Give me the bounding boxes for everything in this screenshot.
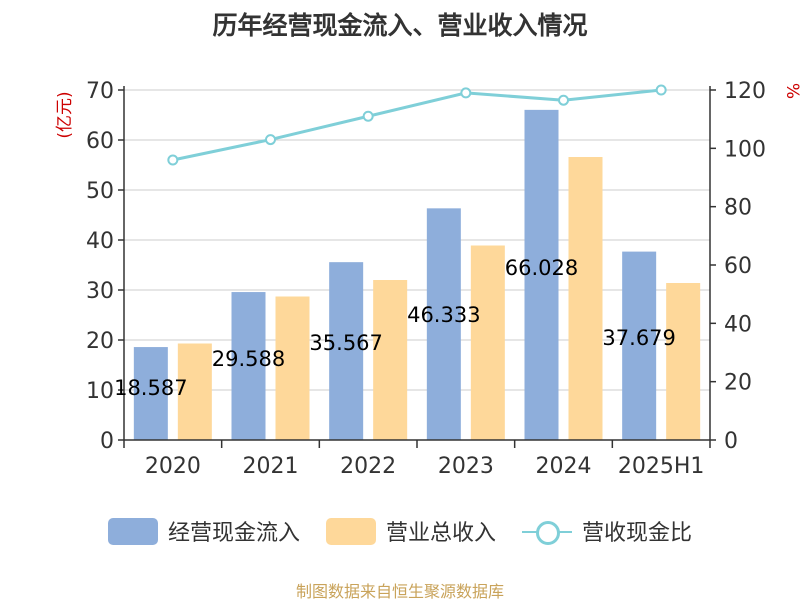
bars <box>133 109 701 441</box>
bar-revenue <box>275 296 310 440</box>
x-tick-label: 2024 <box>536 454 592 479</box>
bar-cash-inflow <box>133 347 168 440</box>
legend-label-ratio: 营收现金比 <box>582 521 693 546</box>
legend-item-cash[interactable]: 经营现金流入 <box>107 515 300 547</box>
y-right-tick-label: 80 <box>724 196 752 221</box>
x-tick-label: 2020 <box>145 454 201 479</box>
legend: 经营现金流入 营业总收入 营收现金比 <box>0 515 800 547</box>
bar-revenue <box>373 280 408 440</box>
ratio-point <box>460 87 472 99</box>
y-right-tick-label: 100 <box>724 137 766 162</box>
legend-swatch-cash <box>107 517 158 545</box>
data-label-cash: 66.028 <box>505 256 578 280</box>
bar-revenue <box>568 157 603 440</box>
y-left-tick-label: 50 <box>86 179 114 204</box>
x-tick-label: 2025H1 <box>618 454 705 479</box>
source-note: 制图数据来自恒生聚源数据库 <box>295 582 504 601</box>
data-label-cash: 18.587 <box>114 376 187 400</box>
axes: 0 10 20 30 40 50 60 70 0 20 40 60 80 100 120 (亿元)% 2020 2… <box>55 79 800 479</box>
x-tick-label: 2021 <box>243 454 299 479</box>
legend-item-ratio[interactable]: 营收现金比 <box>522 515 692 547</box>
x-tick-label: 2022 <box>340 454 396 479</box>
y-right-tick-label: 0 <box>724 429 738 454</box>
y-left-tick-label: 20 <box>86 329 114 354</box>
bar-cash-inflow <box>426 208 461 440</box>
y-right-axis-label: % <box>782 83 800 99</box>
legend-swatch-revenue <box>325 517 376 545</box>
y-left-tick-label: 10 <box>86 379 114 404</box>
y-right-tick-label: 120 <box>724 79 766 104</box>
data-label-cash: 29.588 <box>212 347 285 371</box>
ratio-point <box>167 154 179 166</box>
legend-label-revenue: 营业总收入 <box>385 521 496 546</box>
bar-revenue <box>666 283 701 440</box>
grid-lines <box>124 89 710 391</box>
legend-item-revenue[interactable]: 营业总收入 <box>325 515 496 547</box>
data-label-cash: 37.679 <box>602 326 675 350</box>
y-right-tick-label: 20 <box>724 371 752 396</box>
bar-cash-inflow <box>524 109 559 441</box>
bar-cash-inflow <box>231 292 266 440</box>
data-label-cash: 46.333 <box>407 303 480 327</box>
data-label-cash: 35.567 <box>309 331 382 355</box>
ratio-point <box>655 84 667 96</box>
legend-label-cash: 经营现金流入 <box>167 521 300 546</box>
ratio-point <box>558 94 569 106</box>
ratio-point <box>265 134 276 146</box>
bar-revenue <box>177 343 212 440</box>
y-left-axis-label: (亿元) <box>55 91 75 138</box>
data-labels: 18.587 29.588 35.567 46.333 66.028 37.679 <box>114 256 676 400</box>
ratio-line-path <box>172 88 662 162</box>
x-tick-label: 2023 <box>438 454 494 479</box>
y-right-tick-label: 40 <box>724 312 752 337</box>
bar-cash-inflow <box>622 251 657 440</box>
legend-swatch-ratio <box>522 518 572 545</box>
y-left-tick-label: 70 <box>86 79 114 104</box>
y-left-tick-label: 0 <box>100 429 114 454</box>
y-left-tick-label: 60 <box>86 129 114 154</box>
bar-revenue <box>470 245 505 440</box>
ratio-line <box>167 84 667 166</box>
y-left-tick-label: 30 <box>86 279 114 304</box>
ratio-point <box>362 110 374 122</box>
y-left-tick-label: 40 <box>86 229 114 254</box>
chart-title: 历年经营现金流入、营业收入情况 <box>212 11 588 40</box>
y-right-tick-label: 60 <box>724 254 752 279</box>
bar-cash-inflow <box>329 262 364 440</box>
